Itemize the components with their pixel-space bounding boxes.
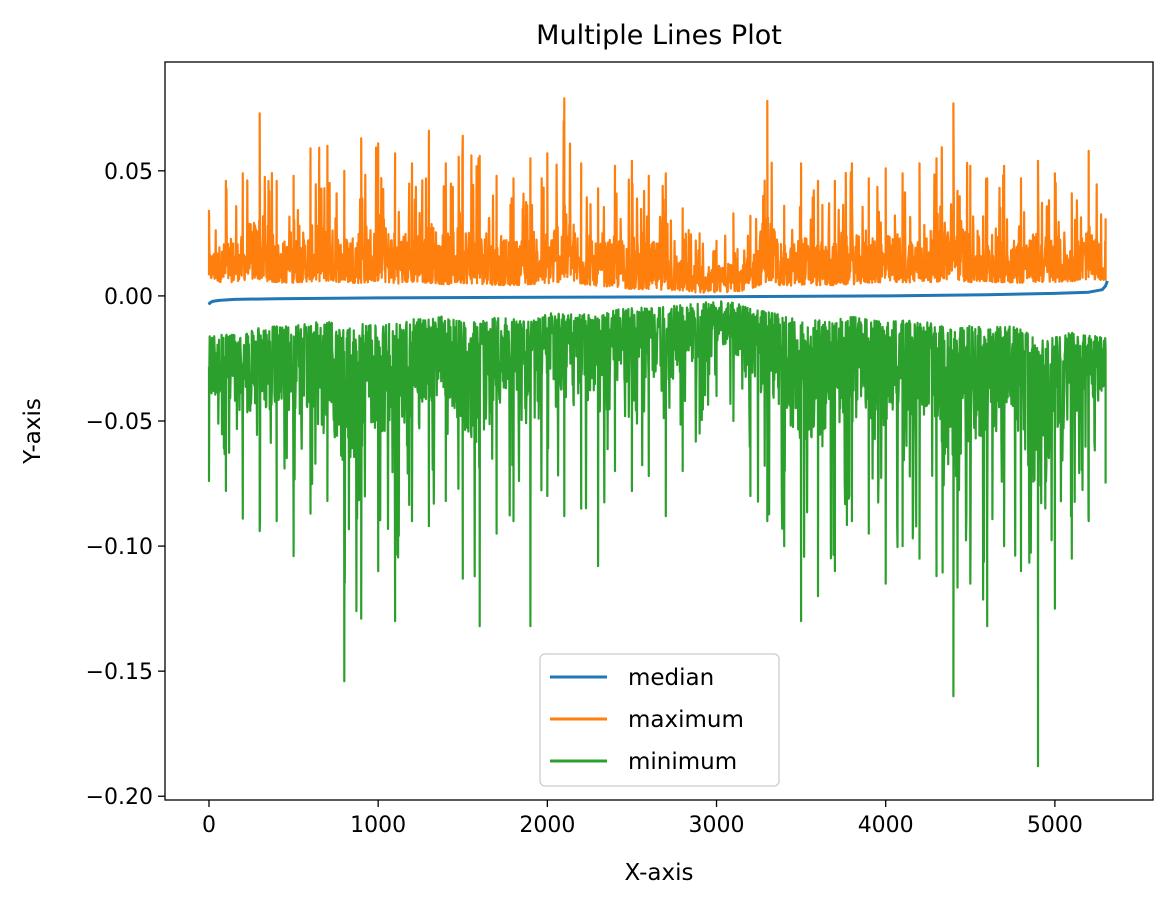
x-tick-label: 2000 [519,813,575,838]
y-tick-label: 0.05 [104,160,153,185]
legend-label-median: median [628,665,714,691]
x-tick-label: 5000 [1027,813,1083,838]
x-axis-label: X-axis [625,860,694,886]
series-layer [207,97,1109,768]
y-tick-label: 0.00 [104,285,153,310]
chart-title: Multiple Lines Plot [536,20,782,51]
legend-label-minimum: minimum [628,749,737,775]
series-line-median [207,280,1109,306]
series-line-maximum [207,97,1107,294]
x-tick-label: 0 [202,813,216,838]
y-axis-label: Y-axis [20,398,46,465]
y-axis-ticks: 0.05 0.00 −0.05 −0.10 −0.15 −0.20 [86,160,165,810]
plot-frame [164,61,1154,801]
x-tick-label: 1000 [350,813,406,838]
x-axis-ticks: 0 1000 2000 3000 4000 5000 [202,800,1083,838]
y-tick-label: −0.10 [86,535,153,560]
x-tick-label: 4000 [858,813,914,838]
legend: median maximum minimum [539,653,780,787]
series-line-minimum [207,300,1107,768]
legend-label-maximum: maximum [628,707,744,733]
legend-box [539,653,780,787]
x-tick-label: 3000 [689,813,745,838]
y-tick-label: −0.05 [86,410,153,435]
y-tick-label: −0.15 [86,660,153,685]
y-tick-label: −0.20 [86,785,153,810]
